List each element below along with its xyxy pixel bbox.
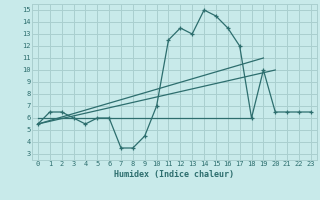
X-axis label: Humidex (Indice chaleur): Humidex (Indice chaleur) (115, 170, 234, 179)
